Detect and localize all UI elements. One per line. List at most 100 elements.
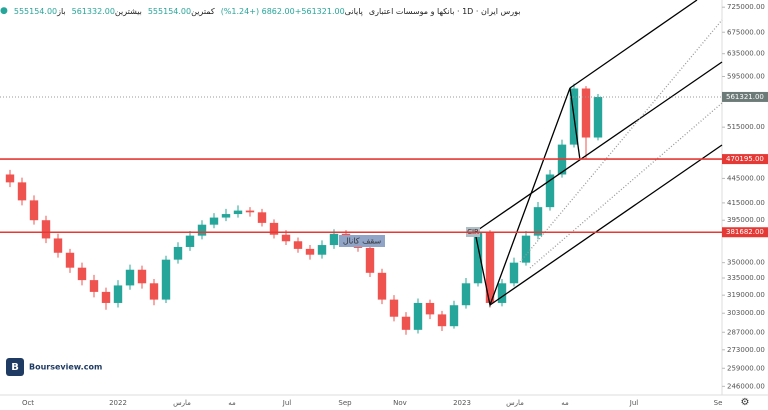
candle-body [581,88,591,138]
candle-body [173,246,183,260]
y-tick-label: 725000.00 [727,3,765,11]
candle-body [209,217,219,225]
candle-body [17,182,27,201]
candle-body [437,314,447,327]
y-tick-label: 335000.00 [727,274,765,282]
candle-body [113,285,123,303]
candle-body [377,272,387,300]
candle-body [317,245,327,255]
candle-body [137,269,147,284]
x-tick-label: مه [561,399,569,407]
candle-body [5,174,15,183]
candle-body [449,305,459,327]
x-tick-label: Sep [338,399,352,407]
symbol-info: بورس ایران · 1D · بانکها و موسسات اعتبار… [368,6,521,16]
candle-body [533,207,543,236]
quote-value: 555154.00 [13,6,58,16]
exchange: بورس ایران [480,6,521,16]
candle-body [281,234,291,242]
interval: 1D [462,6,474,16]
price-label: 381682.00 [726,228,764,236]
candle-body [413,302,423,330]
candle-body [365,247,375,273]
candle-body [125,269,135,286]
candle-body [161,259,171,300]
y-tick-label: 635000.00 [727,50,765,58]
quote: باز555154.00 بیشترین561332.00 کمترین555154… [14,7,363,16]
y-tick-label: 445000.00 [727,174,765,182]
settings-icon[interactable]: ⚙ [741,397,750,408]
candle-body [485,231,495,303]
x-tick-label: مارس [173,399,191,407]
quote-name: کمترین [191,6,215,16]
x-tick-label: Jul [282,399,292,407]
candle-body [53,238,63,253]
x-tick-label: 2022 [109,399,127,407]
y-tick-label: 595000.00 [727,73,765,81]
x-tick-label: Oct [22,399,34,407]
candle-body [41,220,51,239]
x-tick-label: مارس [506,399,524,407]
x-tick-label: مه [228,399,236,407]
quote-name: پایانی [344,6,363,16]
x-tick-label: Se [714,399,723,407]
symbol: بانکها و موسسات اعتباری [368,6,455,16]
x-tick-label: Nov [393,399,407,407]
candle-body [77,267,87,281]
y-tick-label: 350000.00 [727,259,765,267]
candle-body [89,280,99,292]
x-tick-label: Jul [629,399,639,407]
plot [5,83,603,335]
y-tick-label: 395000.00 [727,216,765,224]
x-tick-label: 2023 [453,399,471,407]
quote-name: باز [57,6,66,16]
pitchfork-tine [474,61,723,233]
candle-body [497,283,507,303]
brand: Bourseview.com [29,363,102,372]
price-label: 470195.00 [726,155,764,163]
price-label-box [722,227,768,238]
y-tick-label: 319000.00 [727,291,765,299]
candle-body [29,200,39,221]
price-label: 561321.00 [726,93,764,101]
candle-body [305,248,315,255]
quote-name: بیشترین [114,6,142,16]
price-label-box [722,154,768,165]
y-tick-label: 246000.00 [727,382,765,390]
quote-value: 561321.00+6862.00 (+1.24%) [220,6,345,16]
candle-body [149,283,159,300]
quote-value: 555154.00 [147,6,192,16]
candle-body [509,262,519,284]
candle-body [389,299,399,317]
y-tick-label: 415000.00 [727,199,765,207]
pitchfork-base [474,87,581,308]
quote-value: 561332.00 [71,6,115,16]
y-tick-label: 273000.00 [727,346,765,354]
candle-body [197,224,207,236]
candle-body [461,283,471,306]
y-tick-label: 259000.00 [727,364,765,372]
annotation: سقف کانال [343,237,382,246]
annotation-box [339,235,385,247]
pitchfork-median [529,102,723,269]
candle-body [257,212,267,223]
pitchfork-tine [569,0,698,89]
quote-item: پایانی561321.00+6862.00 (+1.24%) [221,7,363,16]
candle-body [593,96,603,138]
candle-body [473,231,483,284]
candle-body [293,241,303,249]
candle-body [269,222,279,235]
quote-item: بیشترین561332.00 [72,7,142,16]
y-tick-label: 515000.00 [727,123,765,131]
quote-item: کمترین555154.00 [148,7,215,16]
y-tick-label: 675000.00 [727,28,765,36]
candle-body [245,210,255,213]
candle-body [185,235,195,247]
candle-body [101,291,111,303]
quote-item: باز555154.00 [14,7,66,16]
candle-body [401,316,411,330]
candle-body [233,210,243,215]
pitchfork-tine [489,144,723,306]
logo-text: B [11,362,19,373]
